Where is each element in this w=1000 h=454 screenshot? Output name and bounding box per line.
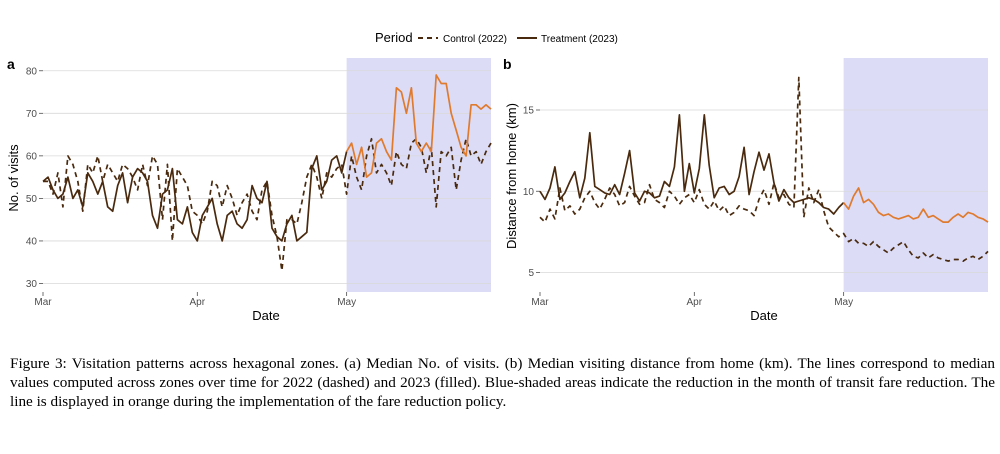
y-tick-label: 5 <box>528 268 534 279</box>
y-tick-label: 60 <box>26 151 38 162</box>
panel-a-label: a <box>7 56 15 72</box>
x-tick-label: Apr <box>687 297 703 308</box>
legend-title: Period <box>375 30 413 45</box>
y-ticks-a: 30 40 50 60 70 80 <box>26 66 43 290</box>
panel-b-chart: 5 10 15 Mar Apr May Date Distance from home … <box>504 58 989 323</box>
grid-a <box>43 70 491 284</box>
y-axis-title-a: No. of visits <box>6 144 21 212</box>
x-tick-label: May <box>337 297 356 308</box>
x-ticks-a: Mar Apr May <box>34 292 356 308</box>
legend-treatment-label: Treatment (2023) <box>541 34 618 45</box>
series-line-control <box>539 76 989 262</box>
figure-caption: Figure 3: Visitation patterns across hex… <box>10 355 995 410</box>
series-lines-b <box>539 76 989 262</box>
y-axis-title-b: Distance from home (km) <box>504 103 519 249</box>
x-axis-title-a: Date <box>252 308 279 323</box>
x-tick-label: May <box>834 297 853 308</box>
x-tick-label: Apr <box>190 297 206 308</box>
panel-a-chart: 30 40 50 60 70 80 Mar Apr May Date No. of visit… <box>6 58 492 323</box>
y-ticks-b: 5 10 15 <box>523 106 540 279</box>
y-tick-label: 80 <box>26 66 38 77</box>
series-line-treatment <box>42 151 348 242</box>
y-tick-label: 15 <box>523 106 535 117</box>
policy-period-shade <box>346 58 491 292</box>
y-tick-label: 30 <box>26 279 38 290</box>
legend-control-label: Control (2022) <box>443 34 507 45</box>
y-tick-label: 10 <box>523 187 535 198</box>
y-tick-label: 50 <box>26 194 38 205</box>
policy-period-shade <box>843 58 988 292</box>
policy-shade-b <box>843 58 988 292</box>
policy-shade-a <box>346 58 491 292</box>
x-tick-label: Mar <box>531 297 549 308</box>
y-tick-label: 40 <box>26 236 38 247</box>
x-ticks-b: Mar Apr May <box>531 292 853 308</box>
y-tick-label: 70 <box>26 109 38 120</box>
legend: Period Control (2022) Treatment (2023) <box>375 30 618 45</box>
series-line-treatment-policy <box>345 74 492 178</box>
x-tick-label: Mar <box>34 297 52 308</box>
series-lines-a <box>42 74 492 272</box>
panel-b-label: b <box>503 56 512 72</box>
x-axis-title-b: Date <box>750 308 777 323</box>
series-line-treatment <box>539 114 845 215</box>
series-line-treatment-policy <box>842 187 989 223</box>
